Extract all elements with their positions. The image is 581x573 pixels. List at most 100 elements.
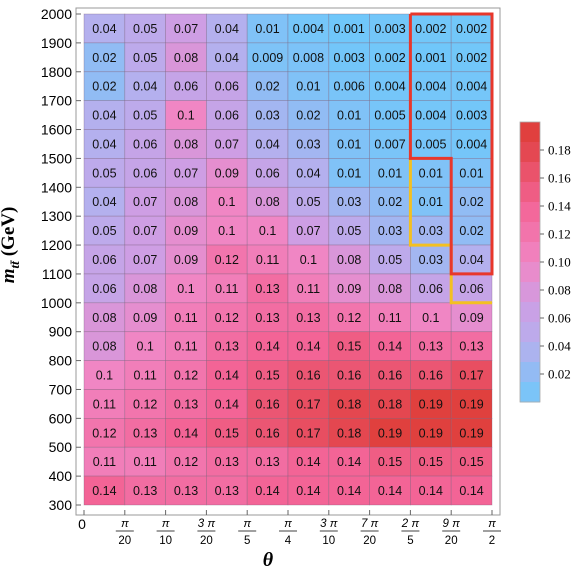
- heatmap-cell: [328, 100, 370, 130]
- heatmap-cell: [450, 100, 493, 130]
- cell-value-label: 0.11: [174, 311, 197, 325]
- cell-value-label: 0.02: [255, 80, 279, 94]
- cell-value-label: 0.08: [92, 311, 116, 325]
- heatmap-cell: [369, 331, 411, 361]
- heatmap-cell: [328, 446, 370, 477]
- cell-value-label: 0.09: [459, 311, 483, 325]
- red-region-outline: [408, 12, 494, 276]
- cell-value-label: 0.06: [92, 253, 116, 267]
- heatmap-cell: [124, 71, 166, 101]
- cell-value-label: 0.14: [337, 455, 361, 469]
- cell-value-label: 0.13: [174, 484, 198, 498]
- cell-value-label: 0.13: [255, 282, 279, 296]
- heatmap-cell: [410, 360, 452, 390]
- heatmap-cell: [165, 360, 207, 390]
- cell-value-label: 0.03: [296, 137, 320, 151]
- heatmap-cell: [206, 360, 248, 390]
- cell-value-label: 0.17: [296, 426, 320, 440]
- cell-value-label: 0.14: [378, 484, 402, 498]
- svg-text:π: π: [284, 518, 292, 530]
- heatmap-cell: [410, 158, 452, 188]
- y-tick-label: 600: [49, 410, 73, 426]
- x-tick-label: 7 π20: [360, 518, 379, 547]
- cell-value-label: 0.04: [92, 137, 116, 151]
- heatmap-cell: [246, 389, 289, 419]
- heatmap-cell: [206, 42, 248, 73]
- x-tick-label: 3 π10: [319, 518, 338, 547]
- cell-value-label: 0.01: [337, 109, 361, 123]
- heatmap-cell: [83, 446, 126, 477]
- colorbar-tick-label: 0.08: [548, 283, 571, 298]
- cell-value-label: 0.008: [293, 51, 324, 65]
- cell-value-label: 0.07: [133, 195, 157, 209]
- cell-value-label: 0.19: [419, 426, 443, 440]
- cell-value-label: 0.12: [133, 397, 157, 411]
- y-axis-label-subscript: tt̄: [7, 259, 22, 268]
- heatmap-cell: [124, 418, 166, 448]
- cell-value-label: 0.08: [337, 253, 361, 267]
- heatmap-cell: [287, 186, 330, 217]
- cell-value-label: 0.05: [133, 109, 157, 123]
- heatmap-cell: [83, 186, 126, 217]
- x-tick-label: π2: [483, 518, 501, 547]
- y-tick-label: 300: [49, 497, 73, 513]
- cell-value-label: 0.04: [92, 195, 116, 209]
- cell-value-label: 0.09: [133, 311, 157, 325]
- heatmap-cell: [410, 446, 452, 477]
- heatmap-cell: [124, 331, 166, 361]
- cell-value-label: 0.04: [215, 22, 239, 36]
- heatmap-cell: [450, 331, 493, 361]
- cell-value-label: 0.01: [459, 166, 483, 180]
- colorbar-swatch: [520, 202, 540, 223]
- heatmap-cell: [328, 273, 370, 304]
- heatmap-cell: [83, 100, 126, 130]
- cell-value-label: 0.08: [378, 282, 402, 296]
- y-tick-label: 1900: [41, 35, 72, 51]
- cell-value-label: 0.16: [296, 369, 320, 383]
- heatmap-cell: [124, 13, 166, 44]
- heatmap-cell: [328, 186, 370, 217]
- x-tick-label: 3 π20: [197, 518, 216, 547]
- svg-text:π: π: [162, 518, 170, 530]
- cell-value-label: 0.12: [174, 369, 198, 383]
- cell-value-label: 0.05: [92, 166, 116, 180]
- heatmap-cell: [450, 389, 493, 419]
- cell-value-label: 0.07: [174, 22, 198, 36]
- cell-value-label: 0.11: [93, 455, 116, 469]
- svg-text:20: 20: [445, 535, 458, 547]
- cell-value-label: 0.12: [92, 426, 116, 440]
- cell-value-label: 0.13: [255, 455, 279, 469]
- cell-value-label: 0.07: [133, 224, 157, 238]
- heatmap-cell: [206, 389, 248, 419]
- cell-value-label: 0.11: [133, 369, 156, 383]
- heatmap-cell: [246, 331, 289, 361]
- svg-text:π: π: [243, 518, 251, 530]
- heatmap-cell: [206, 215, 248, 246]
- heatmap-cell: [369, 418, 411, 448]
- cell-value-label: 0.18: [378, 397, 402, 411]
- heatmap-cell: [287, 13, 330, 44]
- colorbar-swatch: [520, 362, 540, 383]
- cell-value-label: 0.03: [378, 224, 402, 238]
- cell-value-label: 0.04: [255, 137, 279, 151]
- cell-value-label: 0.16: [419, 369, 443, 383]
- heatmap-cell: [369, 129, 411, 159]
- cell-value-label: 0.15: [378, 455, 402, 469]
- cell-value-label: 0.009: [252, 51, 283, 65]
- cell-value-label: 0.1: [218, 224, 235, 238]
- colorbar-swatch: [520, 142, 540, 163]
- heatmap-cell: [287, 475, 330, 506]
- cell-value-label: 0.04: [133, 80, 157, 94]
- cell-value-label: 0.01: [337, 166, 361, 180]
- colorbar-tick-label: 0.12: [548, 227, 571, 242]
- cell-value-label: 0.01: [419, 166, 443, 180]
- heatmap-cell: [328, 418, 370, 448]
- svg-text:7 π: 7 π: [361, 518, 379, 530]
- cell-value-label: 0.13: [174, 397, 198, 411]
- heatmap-cell: [124, 446, 166, 477]
- heatmap-cell: [165, 302, 207, 333]
- x-tick-label: 9 π20: [442, 518, 461, 547]
- svg-text:2 π: 2 π: [401, 518, 420, 530]
- cell-value-label: 0.03: [419, 224, 443, 238]
